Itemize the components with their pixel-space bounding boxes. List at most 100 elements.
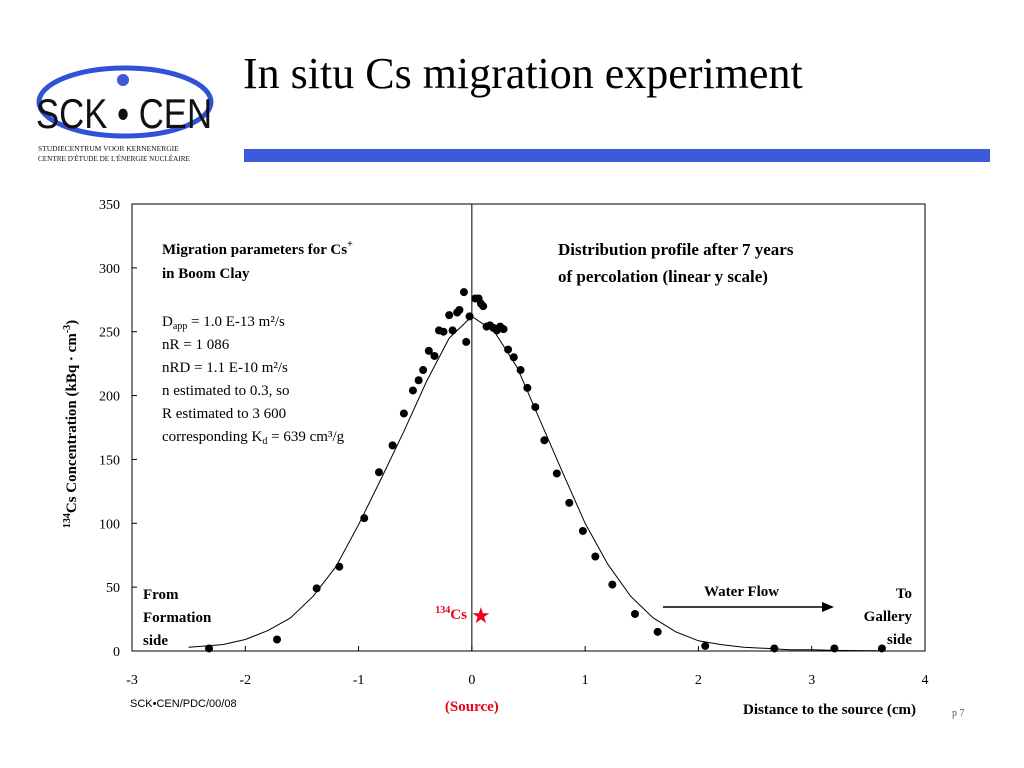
source-label-text: Cs	[450, 607, 467, 623]
data-point	[360, 514, 369, 523]
x-tick-label: 2	[695, 673, 702, 688]
data-point	[552, 469, 561, 478]
data-point	[509, 353, 518, 362]
data-point	[578, 526, 587, 535]
y-axis-label-unit-sup: -3	[62, 325, 73, 333]
source-label: 134Cs	[435, 605, 467, 623]
data-point	[523, 383, 532, 392]
param-r-estimate: R estimated to 3 600	[162, 406, 286, 422]
data-point	[414, 376, 423, 385]
x-tick-label: -2	[239, 673, 251, 688]
data-point	[877, 644, 886, 653]
param-kd-value: = 639 cm³/g	[267, 429, 344, 445]
profile-line2: of percolation (linear y scale)	[558, 267, 768, 286]
page-title: In situ Cs migration experiment	[243, 49, 803, 98]
data-point	[479, 302, 488, 311]
data-point	[388, 441, 397, 450]
data-point	[273, 635, 282, 644]
y-tick-label: 150	[99, 453, 120, 468]
data-point	[608, 580, 617, 589]
data-point	[430, 351, 439, 360]
footer-reference: SCK•CEN/PDC/00/08	[130, 698, 237, 710]
tick-labels-layer: 0 50 100 150 200 250 300 350 -3 -2 -1 0 1 2 3 4	[99, 198, 929, 688]
y-tick-label: 200	[99, 390, 120, 405]
logo-name: SCK • CEN	[36, 90, 212, 137]
to-line3: side	[887, 632, 912, 648]
y-axis-label: 134Cs Concentration (kBq · cm-3)	[62, 320, 80, 528]
logo-swoosh	[36, 65, 214, 139]
plot-area-border	[131, 203, 926, 652]
y-axis-label-sup: 134	[62, 513, 73, 528]
param-kd-prefix: corresponding K	[162, 429, 263, 445]
data-point	[312, 584, 321, 593]
param-dapp-sub: app	[173, 321, 187, 332]
source-label-sup: 134	[435, 605, 450, 616]
water-flow-arrow-head	[822, 602, 834, 612]
to-line2: Gallery	[864, 609, 913, 625]
title-underline	[244, 149, 990, 162]
x-axis-label: Distance to the source (cm)	[743, 702, 916, 718]
data-point	[770, 644, 779, 653]
x-tick-label: 3	[808, 673, 815, 688]
logo-line1: STUDIECENTRUM VOOR KERNENERGIE	[38, 144, 179, 153]
fit-curve-layer	[188, 315, 880, 652]
data-point	[540, 436, 549, 445]
from-line1: From	[143, 587, 179, 603]
data-point	[591, 552, 600, 561]
y-tick-label: 250	[99, 326, 120, 341]
data-point	[459, 288, 468, 297]
x-tick-label: -1	[353, 673, 365, 688]
from-formation-label: From Formation side	[143, 587, 212, 649]
plot-frame-layer	[131, 203, 926, 652]
x-tick-label: 4	[922, 673, 929, 688]
data-points-layer	[205, 288, 886, 653]
data-point	[455, 306, 464, 315]
sck-cen-logo: SCK • CEN STUDIECENTRUM VOOR KERNENERGIE…	[36, 65, 214, 163]
data-point	[419, 366, 428, 375]
profile-annotation: Distribution profile after 7 years of pe…	[558, 240, 794, 286]
data-point	[830, 644, 839, 653]
data-point	[465, 312, 474, 321]
data-point	[439, 327, 448, 336]
y-tick-label: 50	[106, 581, 120, 596]
data-point	[399, 409, 408, 418]
data-point	[448, 326, 457, 335]
param-nr: nR = 1 086	[162, 337, 230, 353]
y-tick-label: 350	[99, 198, 120, 213]
parameters-annotation: Migration parameters for Cs+ in Boom Cla…	[162, 239, 353, 447]
y-axis-label-close: )	[64, 320, 80, 325]
page-number: p 7	[952, 708, 965, 719]
data-point	[516, 366, 525, 375]
param-dapp-value: = 1.0 E-13 m²/s	[187, 314, 285, 330]
data-point	[374, 468, 383, 477]
y-tick-label: 300	[99, 262, 120, 277]
logo-dot	[117, 74, 129, 86]
params-title-line2: in Boom Clay	[162, 266, 250, 282]
param-kd: corresponding Kd = 639 cm³/g	[162, 429, 345, 447]
data-point	[504, 345, 513, 354]
x-tick-label: 1	[582, 673, 589, 688]
param-n-estimate: n estimated to 0.3, so	[162, 383, 290, 399]
params-title-text: Migration parameters for Cs	[162, 242, 347, 258]
x-tick-label: 0	[468, 673, 475, 688]
data-point	[462, 337, 471, 346]
data-point	[565, 498, 574, 507]
params-title-line1: Migration parameters for Cs+	[162, 239, 353, 258]
data-point	[408, 386, 417, 395]
data-point	[445, 311, 454, 320]
source-marker-group: 134Cs ★ (Source)	[435, 604, 499, 715]
x-tick-label: -3	[126, 673, 138, 688]
data-point	[653, 627, 662, 636]
water-flow-label: Water Flow	[704, 584, 779, 600]
profile-line1: Distribution profile after 7 years	[558, 240, 794, 259]
param-dapp-prefix: D	[162, 314, 173, 330]
to-gallery-label: To Gallery side	[864, 586, 913, 648]
y-tick-label: 0	[113, 645, 120, 660]
data-point	[701, 641, 710, 650]
param-kd-sub: d	[262, 436, 267, 447]
logo-line2: CENTRE D'ÉTUDE DE L'ÉNERGIE NUCLÉAIRE	[38, 153, 191, 163]
param-nrd: nRD = 1.1 E-10 m²/s	[162, 360, 288, 376]
y-tick-label: 100	[99, 517, 120, 532]
data-point	[499, 325, 508, 334]
